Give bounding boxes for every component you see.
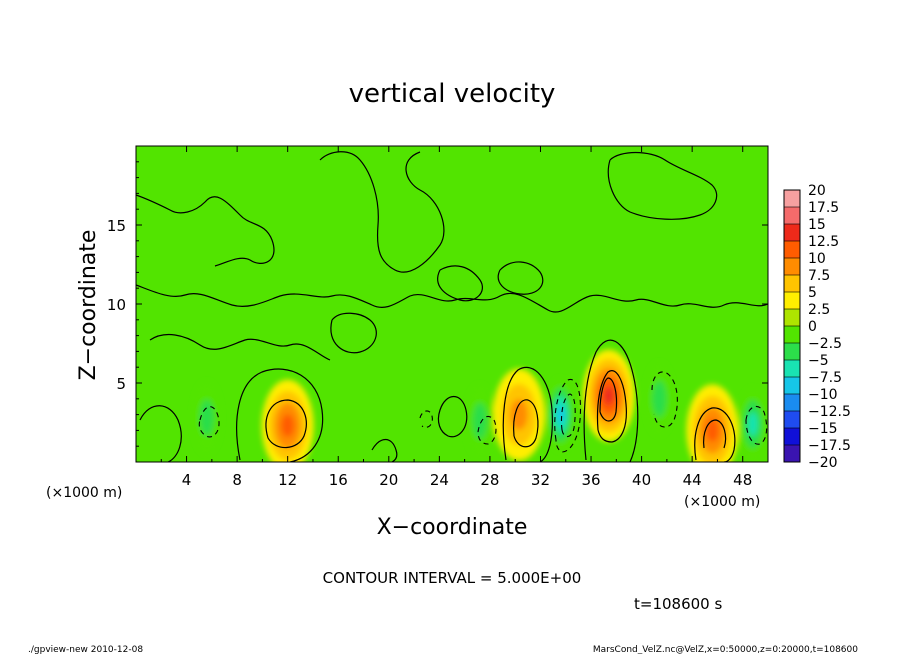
colorbar-swatch (784, 292, 800, 310)
colorbar-label: 7.5 (808, 268, 830, 284)
y-tick-label: 5 (116, 375, 126, 393)
field-level (199, 399, 214, 436)
contour-lines (136, 151, 768, 462)
field-cell-updraft (261, 379, 314, 462)
plot-area (136, 146, 768, 462)
field-level (748, 412, 758, 437)
y-axis: 5 10 15 (107, 161, 768, 447)
field-cell-downdraft (738, 388, 767, 461)
x-tick-label: 8 (232, 471, 242, 489)
x-tick-label: 20 (379, 471, 398, 489)
x-tick-label: 48 (733, 471, 752, 489)
contour-interval-text: CONTOUR INTERVAL = 5.000E+00 (323, 569, 582, 587)
colorbar-swatch (784, 411, 800, 429)
colorbar-swatch (784, 224, 800, 242)
colorbar-swatch (784, 360, 800, 378)
x-tick-label: 44 (683, 471, 702, 489)
colorbar: 2017.51512.5107.552.50−2.5−5−7.5−10−12.5… (783, 183, 851, 471)
colorbar-label: 15 (808, 217, 826, 233)
colorbar-swatch (784, 326, 800, 344)
time-label: t=108600 s (634, 595, 722, 613)
x-tick-label: 12 (278, 471, 297, 489)
field-cell-updraft (686, 384, 739, 462)
colorbar-label: −15 (808, 421, 838, 437)
colorbar-swatch (784, 207, 800, 225)
colorbar-label: 2.5 (808, 302, 830, 318)
colorbar-label: −10 (808, 387, 838, 403)
x-axis: 4 8 12 16 20 24 28 32 36 40 44 48 (160, 146, 752, 489)
colorbar-swatch (784, 343, 800, 361)
field-cell-updraft (492, 368, 545, 461)
colorbar-label: −2.5 (808, 336, 842, 352)
y-tick-label: 15 (107, 217, 126, 235)
field-cell-downdraft (465, 384, 494, 457)
field-level (472, 402, 487, 439)
chart-title: vertical velocity (349, 79, 556, 109)
field-cell-downdraft (546, 378, 575, 451)
velocity-field (192, 349, 767, 462)
x-tick-label: 36 (581, 471, 600, 489)
x-tick-label: 24 (430, 471, 449, 489)
footer-right: MarsCond_VelZ.nc@VelZ,x=0:50000,z=0:2000… (593, 645, 858, 654)
x-tick-label: 28 (480, 471, 499, 489)
colorbar-swatch (784, 190, 800, 208)
colorbar-label: −5 (808, 353, 829, 369)
field-cell-updraft (582, 349, 635, 442)
field-cell-downdraft (192, 381, 221, 454)
colorbar-swatch (784, 428, 800, 446)
plot-background (136, 146, 768, 462)
x-axis-unit-right: (×1000 m) (684, 494, 760, 510)
colorbar-label: 5 (808, 285, 817, 301)
x-tick-label: 40 (632, 471, 651, 489)
colorbar-label: −12.5 (808, 404, 851, 420)
colorbar-label: −20 (808, 455, 838, 471)
y-tick-label: 10 (107, 296, 126, 314)
x-tick-label: 32 (531, 471, 550, 489)
x-tick-label: 4 (182, 471, 192, 489)
field-cell-downdraft (645, 362, 674, 435)
x-axis-unit-left: (×1000 m) (46, 485, 122, 501)
colorbar-swatch (784, 241, 800, 259)
colorbar-swatch (784, 394, 800, 412)
x-tick-label: 16 (329, 471, 348, 489)
colorbar-label: 17.5 (808, 200, 839, 216)
footer-left: ./gpview-new 2010-12-08 (28, 645, 143, 654)
colorbar-swatch (784, 445, 800, 463)
colorbar-label: 10 (808, 251, 826, 267)
colorbar-swatch (784, 377, 800, 395)
colorbar-label: −17.5 (808, 438, 851, 454)
colorbar-label: 12.5 (808, 234, 839, 250)
colorbar-label: 0 (808, 319, 817, 335)
field-level (603, 386, 614, 405)
y-axis-title: Z−coordinate (76, 230, 101, 381)
field-level (510, 399, 528, 430)
field-level (652, 380, 667, 417)
x-axis-title: X−coordinate (377, 515, 528, 540)
colorbar-swatch (784, 309, 800, 327)
field-level (281, 414, 295, 438)
colorbar-swatch (784, 258, 800, 276)
colorbar-label: 20 (808, 183, 826, 199)
negative-contour-lines (198, 371, 768, 453)
colorbar-swatch (784, 275, 800, 293)
field-level (705, 418, 719, 442)
field-level (557, 405, 565, 424)
colorbar-label: −7.5 (808, 370, 842, 386)
